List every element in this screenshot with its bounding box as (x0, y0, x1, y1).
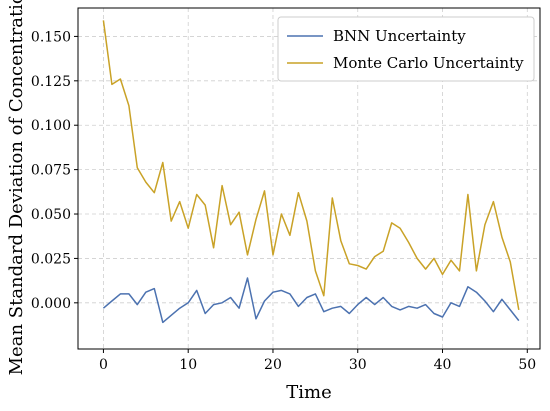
plot-frame (77, 7, 541, 350)
x-tick-label: 40 (434, 357, 452, 373)
y-tick-label: 0.075 (31, 163, 71, 179)
x-axis-label: Time (286, 382, 331, 403)
legend: BNN Uncertainty Monte Carlo Uncertainty (277, 16, 535, 82)
y-axis-label: Mean Standard Deviation of Concentration (6, 0, 27, 375)
series-lines (102, 20, 520, 324)
x-tick-label: 10 (179, 357, 197, 373)
x-tick-label: 20 (264, 357, 282, 373)
y-tick-label: 0.050 (31, 207, 71, 223)
y-tick-label: 0.025 (31, 251, 71, 267)
y-tick-label: 0.150 (31, 29, 71, 45)
series-line-bnn (102, 277, 520, 324)
y-tick-label: 0.125 (31, 74, 71, 90)
x-tick-label: 30 (349, 357, 367, 373)
axis-ticks: 0 10 20 30 40 50 0.000 0.025 0.050 0.075 0.100 0.12… (31, 29, 536, 373)
series-line-monte-carlo (102, 20, 520, 311)
legend-box (277, 16, 535, 82)
y-tick-label: 0.000 (31, 296, 71, 312)
legend-label-bnn: BNN Uncertainty (333, 27, 466, 45)
x-tick-label: 0 (99, 357, 108, 373)
x-tick-label: 50 (518, 357, 536, 373)
y-tick-label: 0.100 (31, 118, 71, 134)
legend-label-monte-carlo: Monte Carlo Uncertainty (333, 54, 524, 72)
